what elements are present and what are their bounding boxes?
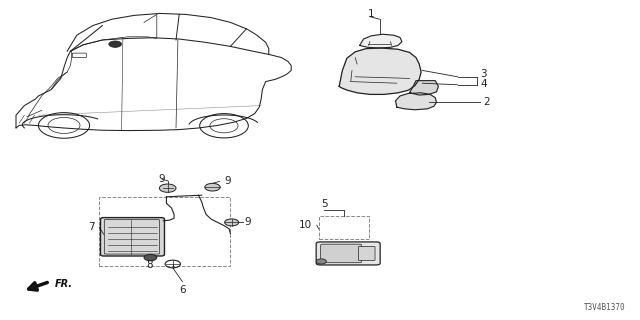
FancyBboxPatch shape [358,246,375,260]
Text: 9: 9 [224,176,230,187]
Text: 7: 7 [88,222,95,232]
Text: FR.: FR. [54,279,72,289]
Text: 2: 2 [483,97,490,107]
Text: 6: 6 [179,285,186,295]
FancyBboxPatch shape [316,242,380,265]
Text: 9: 9 [159,174,165,184]
Circle shape [144,254,157,261]
Circle shape [159,184,176,192]
Text: 5: 5 [321,199,328,209]
Circle shape [225,219,239,226]
Polygon shape [339,48,421,94]
Polygon shape [396,93,436,110]
Circle shape [205,183,220,191]
Text: 9: 9 [244,217,251,228]
Text: T3V4B1370: T3V4B1370 [584,303,626,312]
Text: 1: 1 [368,9,374,20]
Text: 8: 8 [146,260,152,270]
Polygon shape [410,81,438,95]
Circle shape [316,259,326,264]
Circle shape [109,41,122,47]
Polygon shape [360,34,402,48]
Text: 3: 3 [480,68,486,79]
Text: 10: 10 [298,220,312,230]
FancyBboxPatch shape [100,218,164,256]
Text: 4: 4 [480,79,486,89]
FancyBboxPatch shape [321,244,362,263]
